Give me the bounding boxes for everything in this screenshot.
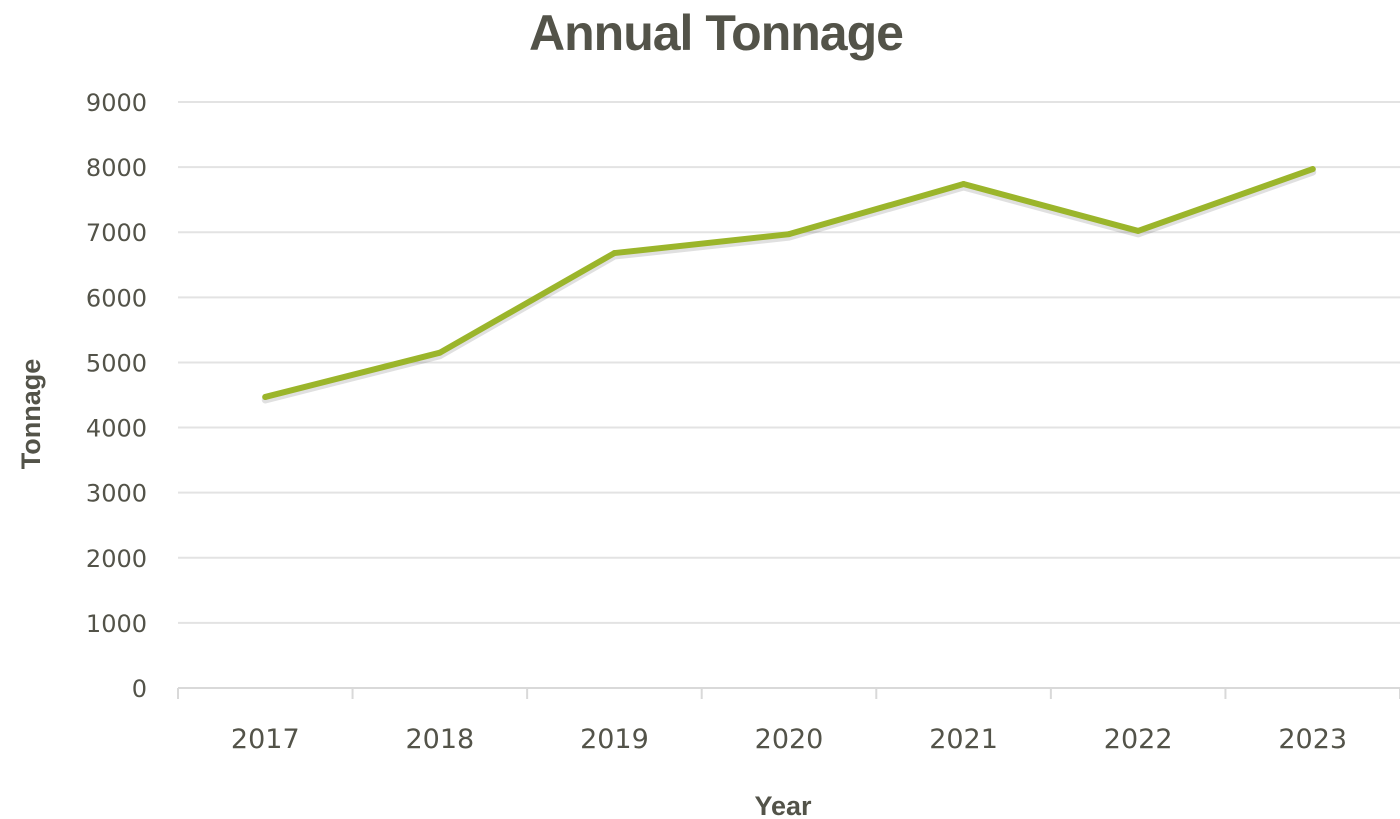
data-point [1135, 227, 1142, 234]
data-point [1309, 166, 1316, 173]
data-point [960, 181, 967, 188]
data-point [436, 349, 443, 356]
y-tick-label: 0 [132, 675, 147, 703]
gridlines [178, 101, 1400, 624]
x-tick-label: 2023 [1278, 724, 1347, 755]
y-tick-label: 5000 [86, 349, 147, 377]
x-axis [177, 687, 1400, 699]
x-tick-label: 2022 [1104, 724, 1173, 755]
x-axis-title: Year [754, 791, 812, 819]
series-layer [261, 166, 1317, 404]
y-axis-tick-labels: 0 1000 2000 3000 4000 5000 6000 7000 8000 9000 [86, 89, 147, 703]
y-tick-label: 9000 [86, 89, 147, 117]
x-tick-label: 2020 [755, 724, 824, 755]
y-tick-label: 4000 [86, 415, 147, 443]
x-axis-tick-labels: 2017 2018 2019 2020 2021 2022 2023 [231, 724, 1347, 755]
y-tick-label: 3000 [86, 480, 147, 508]
data-point [611, 250, 618, 257]
y-tick-label: 1000 [86, 610, 147, 638]
y-tick-label: 2000 [86, 545, 147, 573]
data-point [786, 231, 792, 238]
series-line-shadow [261, 168, 1317, 404]
data-point [262, 393, 269, 400]
y-tick-label: 7000 [86, 219, 147, 247]
x-tick-label: 2017 [231, 724, 300, 755]
y-tick-label: 6000 [86, 284, 147, 312]
x-tick-label: 2019 [580, 724, 649, 755]
x-tick-label: 2021 [929, 724, 998, 755]
y-tick-label: 8000 [86, 154, 147, 182]
y-axis-title: Tonnage [16, 359, 46, 470]
chart-title: Annual Tonnage [529, 5, 903, 61]
x-tick-label: 2018 [405, 724, 474, 755]
